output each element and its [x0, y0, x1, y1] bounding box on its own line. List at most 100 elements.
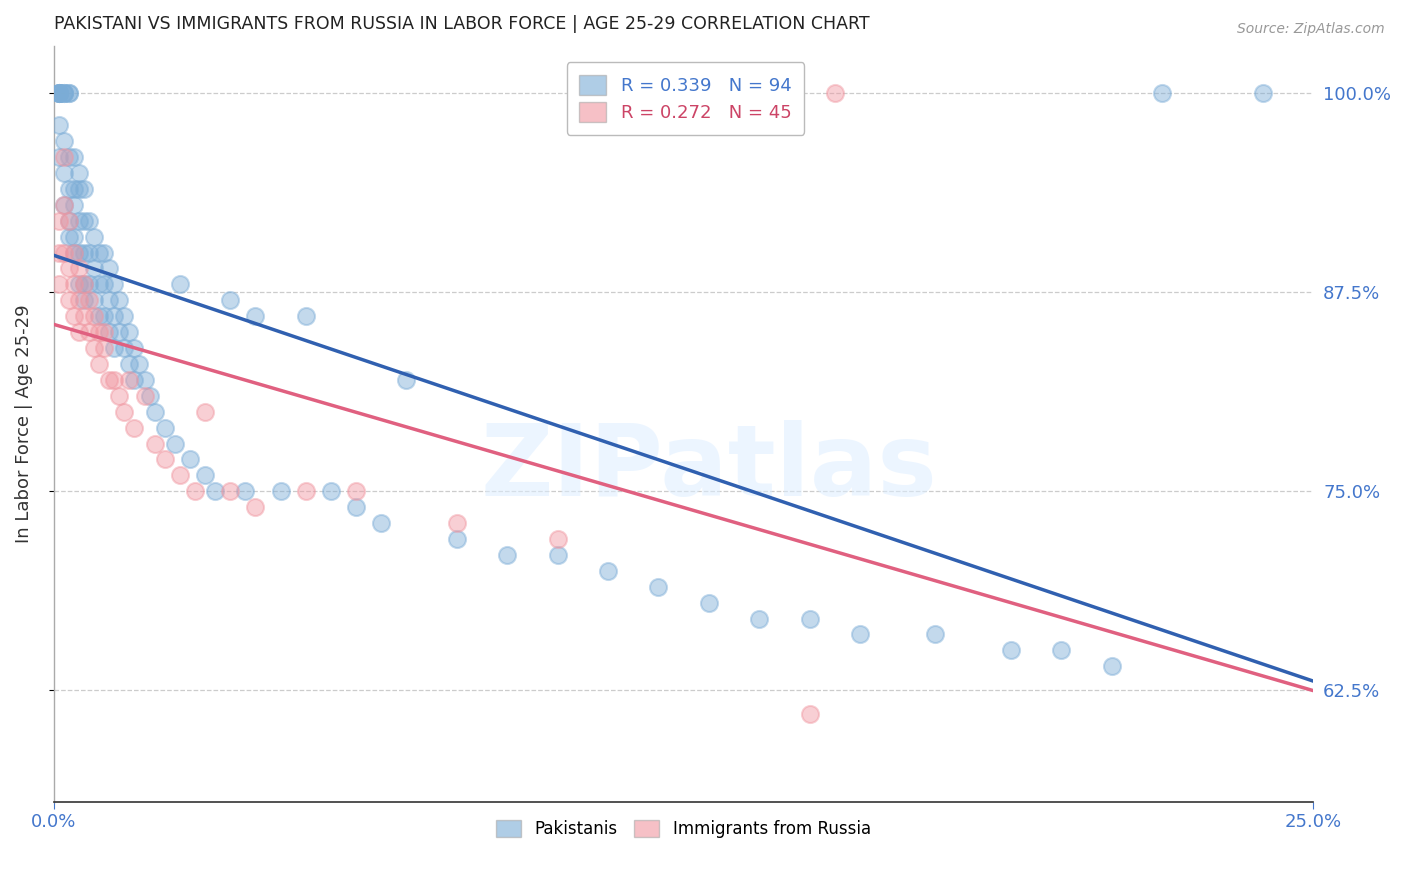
Point — [1251, 87, 1274, 101]
Point — [83, 229, 105, 244]
Point — [824, 87, 846, 101]
Point — [89, 277, 111, 292]
Point — [124, 341, 146, 355]
Point — [93, 277, 115, 292]
Point — [48, 118, 70, 132]
Point — [849, 627, 872, 641]
Point — [93, 325, 115, 339]
Point — [73, 213, 96, 227]
Point — [52, 134, 75, 148]
Point — [1101, 659, 1123, 673]
Point — [219, 484, 242, 499]
Point — [270, 484, 292, 499]
Point — [245, 309, 267, 323]
Point — [77, 293, 100, 308]
Point — [799, 611, 821, 625]
Point — [67, 245, 90, 260]
Point — [108, 389, 131, 403]
Point — [103, 277, 125, 292]
Point — [93, 341, 115, 355]
Point — [52, 198, 75, 212]
Point — [58, 87, 80, 101]
Point — [98, 293, 121, 308]
Point — [93, 309, 115, 323]
Point — [103, 341, 125, 355]
Point — [67, 293, 90, 308]
Point — [93, 245, 115, 260]
Point — [58, 213, 80, 227]
Point — [67, 166, 90, 180]
Text: Source: ZipAtlas.com: Source: ZipAtlas.com — [1237, 22, 1385, 37]
Point — [194, 405, 217, 419]
Point — [89, 245, 111, 260]
Point — [294, 484, 316, 499]
Text: ZIPatlas: ZIPatlas — [481, 420, 938, 517]
Point — [58, 182, 80, 196]
Point — [143, 405, 166, 419]
Point — [112, 405, 135, 419]
Point — [748, 611, 770, 625]
Point — [496, 548, 519, 562]
Point — [134, 373, 156, 387]
Point — [233, 484, 256, 499]
Point — [1050, 643, 1073, 657]
Point — [294, 309, 316, 323]
Point — [52, 87, 75, 101]
Point — [169, 468, 191, 483]
Point — [128, 357, 150, 371]
Point — [63, 309, 86, 323]
Point — [596, 564, 619, 578]
Point — [67, 261, 90, 276]
Point — [547, 532, 569, 546]
Point — [98, 325, 121, 339]
Point — [647, 580, 669, 594]
Point — [395, 373, 418, 387]
Point — [58, 261, 80, 276]
Point — [63, 150, 86, 164]
Point — [73, 277, 96, 292]
Point — [67, 182, 90, 196]
Point — [1152, 87, 1174, 101]
Point — [124, 420, 146, 434]
Point — [153, 452, 176, 467]
Point — [77, 213, 100, 227]
Point — [52, 198, 75, 212]
Point — [73, 277, 96, 292]
Point — [52, 87, 75, 101]
Point — [63, 182, 86, 196]
Point — [77, 245, 100, 260]
Point — [344, 484, 367, 499]
Point — [103, 373, 125, 387]
Point — [52, 245, 75, 260]
Point — [547, 548, 569, 562]
Point — [112, 309, 135, 323]
Point — [48, 245, 70, 260]
Point — [89, 325, 111, 339]
Point — [67, 325, 90, 339]
Point — [924, 627, 946, 641]
Point — [108, 325, 131, 339]
Point — [73, 293, 96, 308]
Point — [179, 452, 201, 467]
Y-axis label: In Labor Force | Age 25-29: In Labor Force | Age 25-29 — [15, 304, 32, 543]
Point — [48, 277, 70, 292]
Point — [77, 325, 100, 339]
Point — [118, 373, 141, 387]
Point — [48, 213, 70, 227]
Point — [58, 87, 80, 101]
Point — [48, 87, 70, 101]
Point — [697, 596, 720, 610]
Point — [446, 532, 468, 546]
Point — [446, 516, 468, 530]
Point — [52, 166, 75, 180]
Point — [48, 87, 70, 101]
Point — [344, 500, 367, 515]
Point — [98, 261, 121, 276]
Point — [48, 87, 70, 101]
Point — [73, 309, 96, 323]
Point — [48, 150, 70, 164]
Point — [67, 277, 90, 292]
Point — [83, 341, 105, 355]
Point — [48, 87, 70, 101]
Point — [138, 389, 160, 403]
